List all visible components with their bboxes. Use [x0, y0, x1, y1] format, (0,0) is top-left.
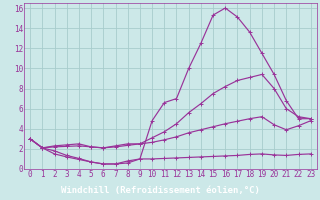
Text: Windchill (Refroidissement éolien,°C): Windchill (Refroidissement éolien,°C): [60, 186, 260, 195]
